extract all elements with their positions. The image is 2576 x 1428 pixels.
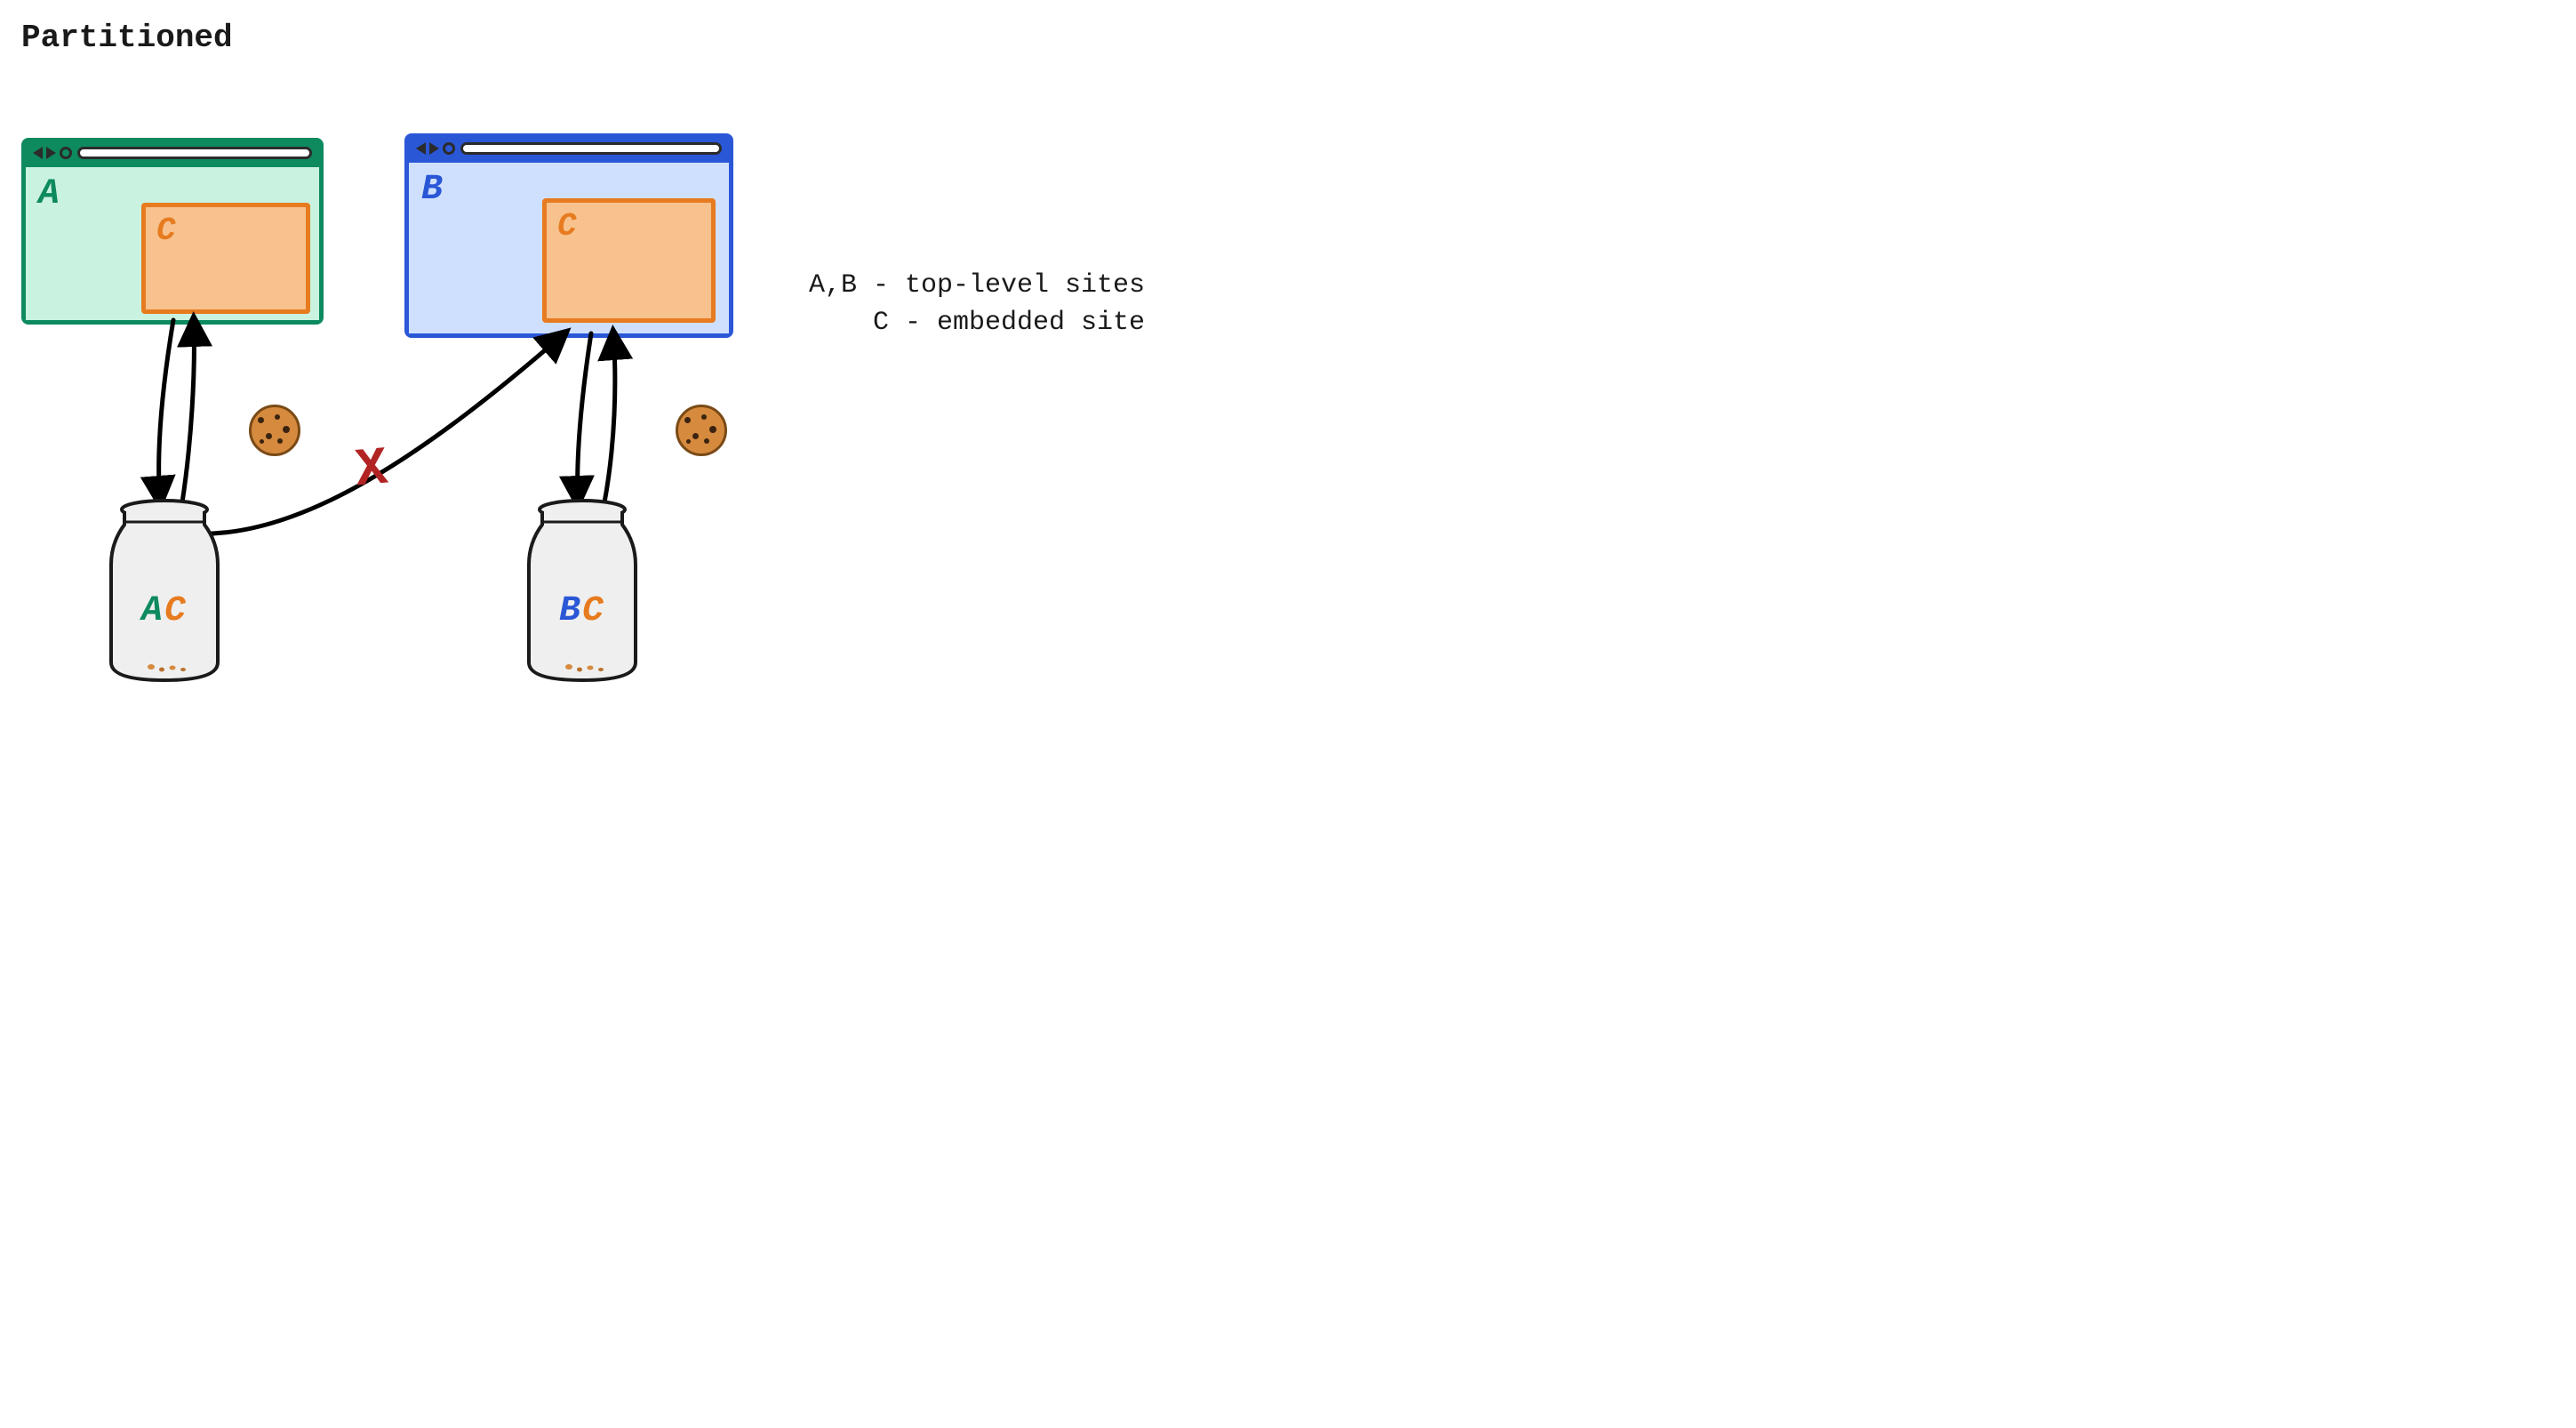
reload-icon [443,142,455,155]
site-label-b: B [421,170,443,210]
browser-b-body: B C [409,163,729,333]
title: Partitioned [21,20,233,56]
reload-icon [60,147,72,159]
arrow-b-down [578,333,591,502]
browser-a-body: A C [26,167,319,320]
nav-icons [33,147,72,159]
legend-line-1: A,B - top-level sites [809,267,1145,304]
jar-label-char-a: A [141,591,164,631]
browser-window-a: A C [21,138,324,325]
back-icon [416,142,426,155]
arrow-a-up [182,320,194,502]
embedded-frame-c-in-a: C [141,203,310,314]
cookie-icon [676,405,727,456]
back-icon [33,147,43,159]
jar-ac-shape [98,493,231,685]
jar-label-char-c: C [582,591,605,631]
arrow-a-down [159,320,173,502]
forward-icon [46,147,56,159]
jar-label-char-b: B [559,591,582,631]
jar-label-char-c: C [164,591,188,631]
arrow-b-up [604,333,615,502]
site-label-a: A [38,174,60,214]
legend: A,B - top-level sites C - embedded site [809,267,1145,341]
forward-icon [429,142,439,155]
embedded-frame-c-in-b: C [542,198,716,323]
browser-b-titlebar [409,138,729,163]
cookie-jar-bc: BC [516,493,649,685]
diagram-canvas: Partitioned A,B - top-level sites C - em… [0,0,1288,714]
jar-label-ac: AC [98,591,231,631]
blocked-x-icon: X [353,439,390,502]
browser-a-titlebar [26,142,319,167]
url-bar [460,142,722,155]
cookie-icon [249,405,300,456]
jar-bc-shape [516,493,649,685]
embed-label-c: C [557,208,577,245]
embed-label-c: C [156,213,176,249]
jar-label-bc: BC [516,591,649,631]
legend-line-2: C - embedded site [809,304,1145,341]
nav-icons [416,142,455,155]
browser-window-b: B C [404,133,733,338]
cookie-jar-ac: AC [98,493,231,685]
url-bar [77,147,312,159]
